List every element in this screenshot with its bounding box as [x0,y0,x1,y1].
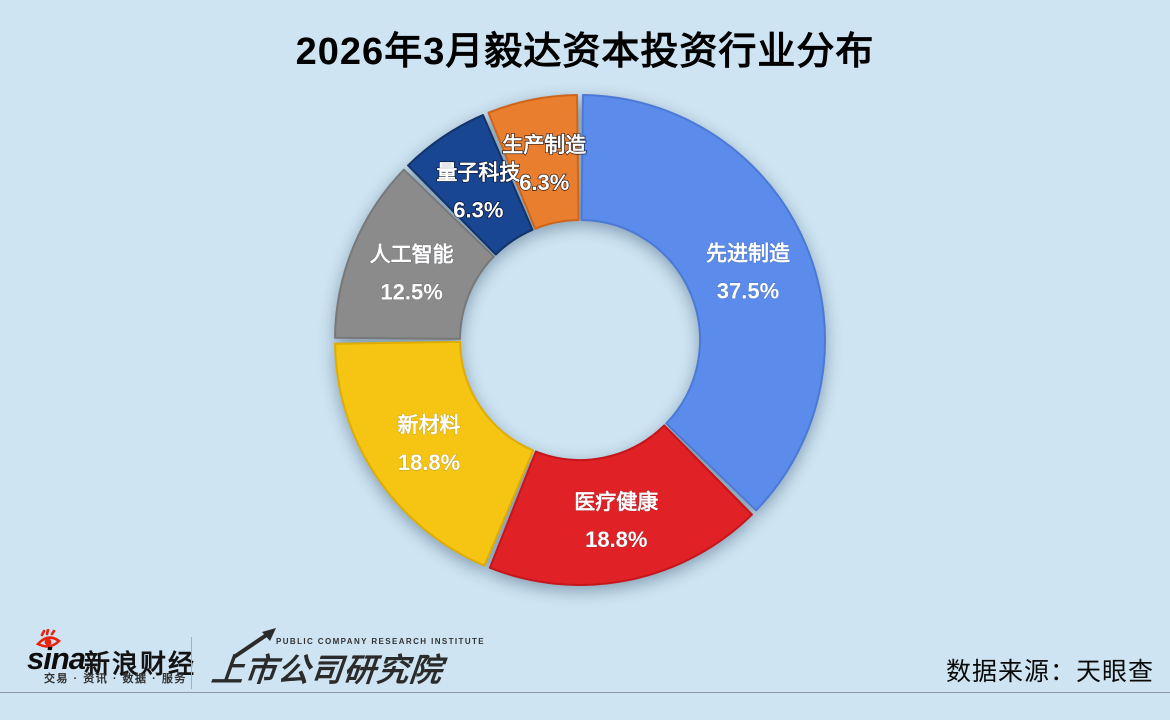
donut-chart: 先进制造37.5%医疗健康18.8%新材料18.8%人工智能12.5%量子科技6… [334,94,826,586]
pie-slice-5 [487,94,580,230]
pie-slice-3 [334,168,495,340]
slice-value-label-3: 12.5% [380,280,442,305]
sina-tagline: 交易 · 资讯 · 数据 · 服务 [44,673,187,685]
slice-value-label-4: 6.3% [453,198,503,223]
sina-wordmark: sina [27,641,86,676]
slice-name-label-1: 医疗健康 [574,490,659,514]
slice-name-label-4: 量子科技 [436,161,521,185]
sina-brand-text: 新浪财经 [84,649,197,679]
footer-rule [0,692,1170,693]
slice-value-label-5: 6.3% [519,170,569,195]
slice-value-label-0: 37.5% [717,278,779,303]
slice-name-label-2: 新材料 [398,413,461,437]
slice-value-label-1: 18.8% [585,527,647,552]
pie-slice-1 [488,424,753,586]
pie-slice-0 [580,94,826,512]
sina-eye-pupil [44,638,52,646]
pie-slice-2 [334,340,535,567]
pie-slice-4 [407,114,534,256]
arrow-up-icon [232,628,276,659]
slice-name-label-5: 生产制造 [502,133,587,157]
slice-name-label-3: 人工智能 [370,243,454,267]
sina-flame-eye-icon [36,629,61,648]
footer-divider [191,637,192,689]
institute-name-en: PUBLIC COMPANY RESEARCH INSTITUTE [276,637,486,646]
slice-name-label-0: 先进制造 [706,241,791,265]
chart-title: 2026年3月毅达资本投资行业分布 [295,31,875,73]
data-source-label: 数据来源：天眼查 [945,658,1154,686]
slice-value-label-2: 18.8% [398,450,460,475]
